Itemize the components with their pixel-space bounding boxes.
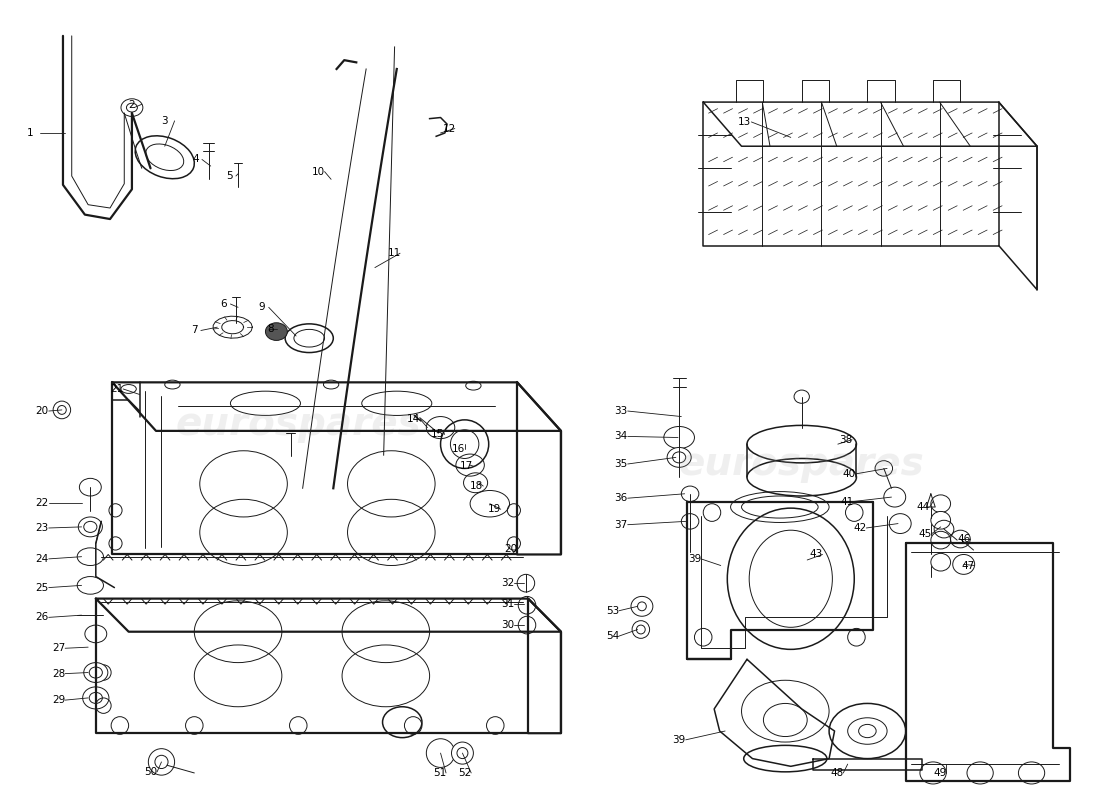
Text: 18: 18	[470, 481, 483, 491]
Ellipse shape	[186, 717, 204, 734]
Text: 47: 47	[961, 561, 975, 570]
Text: 20: 20	[35, 406, 48, 416]
Text: 1: 1	[26, 128, 33, 138]
Text: 35: 35	[615, 459, 628, 469]
Text: 24: 24	[35, 554, 48, 564]
Ellipse shape	[931, 495, 950, 513]
Text: 20: 20	[504, 544, 517, 554]
Ellipse shape	[111, 717, 129, 734]
Text: 42: 42	[854, 523, 867, 533]
Text: 38: 38	[839, 434, 853, 445]
Text: 6: 6	[220, 299, 228, 309]
Text: 11: 11	[388, 248, 401, 258]
Ellipse shape	[84, 662, 108, 682]
Text: 15: 15	[430, 430, 444, 439]
Text: 31: 31	[500, 599, 514, 609]
Ellipse shape	[405, 717, 422, 734]
Ellipse shape	[85, 625, 107, 642]
Text: 54: 54	[606, 631, 619, 641]
Text: 26: 26	[35, 612, 48, 622]
Text: 32: 32	[500, 578, 514, 588]
Ellipse shape	[681, 486, 698, 502]
Text: 39: 39	[688, 554, 701, 564]
Text: eurospares: eurospares	[175, 405, 421, 443]
Ellipse shape	[148, 749, 175, 775]
Ellipse shape	[79, 478, 101, 496]
Text: 14: 14	[407, 414, 420, 424]
Ellipse shape	[265, 322, 287, 341]
Text: 22: 22	[35, 498, 48, 508]
Ellipse shape	[931, 511, 950, 529]
Text: 50: 50	[144, 767, 157, 777]
Text: 51: 51	[432, 768, 447, 778]
Text: 34: 34	[615, 431, 628, 442]
Text: 17: 17	[460, 462, 473, 471]
Text: 45: 45	[918, 529, 932, 538]
Ellipse shape	[667, 447, 691, 467]
Text: 49: 49	[933, 768, 946, 778]
Ellipse shape	[681, 514, 698, 529]
Ellipse shape	[451, 742, 473, 764]
Text: 40: 40	[843, 469, 856, 479]
Ellipse shape	[794, 390, 810, 403]
Text: 44: 44	[916, 502, 930, 512]
Text: eurospares: eurospares	[679, 445, 925, 482]
Text: 21: 21	[110, 384, 123, 394]
Text: 7: 7	[191, 326, 198, 335]
Ellipse shape	[953, 554, 975, 574]
Text: 13: 13	[738, 117, 751, 127]
Text: 4: 4	[192, 154, 199, 165]
Text: 52: 52	[458, 768, 471, 778]
Text: 29: 29	[52, 695, 65, 705]
Text: 39: 39	[672, 735, 685, 745]
Text: 43: 43	[810, 550, 823, 559]
Text: 46: 46	[957, 534, 970, 544]
Text: 33: 33	[615, 406, 628, 416]
Text: 3: 3	[162, 116, 168, 126]
Text: 30: 30	[500, 620, 514, 630]
Text: 53: 53	[606, 606, 619, 616]
Text: 25: 25	[35, 582, 48, 593]
Ellipse shape	[931, 531, 950, 549]
Text: 2: 2	[129, 100, 135, 110]
Text: 8: 8	[267, 324, 274, 334]
Text: 41: 41	[840, 497, 854, 506]
Ellipse shape	[78, 517, 102, 537]
Text: 9: 9	[258, 302, 265, 312]
Ellipse shape	[486, 717, 504, 734]
Ellipse shape	[889, 514, 911, 534]
Text: 28: 28	[52, 669, 65, 678]
Text: 36: 36	[615, 494, 628, 503]
Ellipse shape	[632, 621, 650, 638]
Polygon shape	[213, 316, 252, 338]
Ellipse shape	[931, 554, 950, 571]
Text: 19: 19	[487, 504, 500, 514]
Text: 48: 48	[830, 768, 844, 778]
Text: 23: 23	[35, 523, 48, 533]
Text: 27: 27	[52, 643, 65, 654]
Text: 16: 16	[451, 443, 464, 454]
Ellipse shape	[289, 717, 307, 734]
Text: 5: 5	[226, 171, 232, 181]
Text: 37: 37	[615, 520, 628, 530]
Text: 12: 12	[442, 123, 455, 134]
Text: 10: 10	[311, 166, 324, 177]
